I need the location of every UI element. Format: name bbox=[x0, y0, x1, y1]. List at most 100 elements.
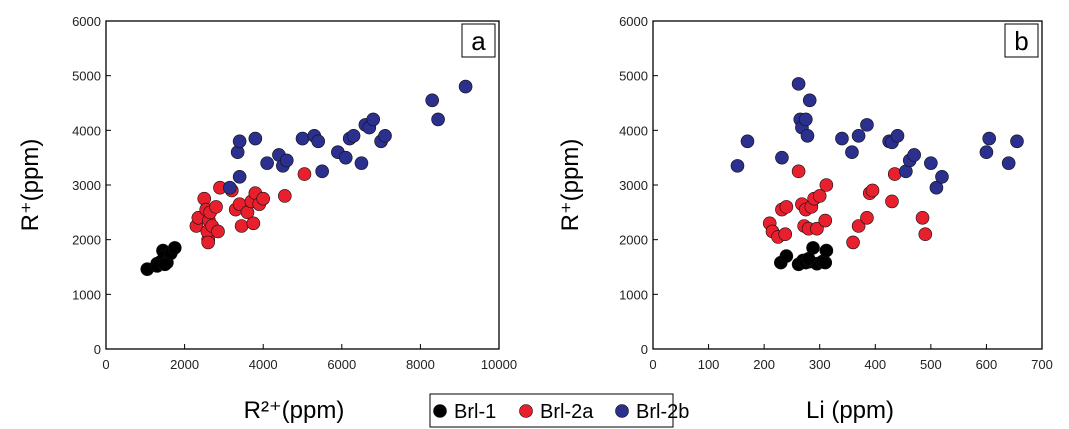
x-axis-title-a: R²⁺(ppm) bbox=[244, 397, 345, 424]
point-a-brl-2b-11 bbox=[311, 134, 326, 149]
x-tick-label-a-8000: 8000 bbox=[406, 357, 435, 372]
point-b-brl-1-9 bbox=[818, 255, 833, 270]
panel-letter-a: a bbox=[471, 26, 486, 56]
scatter-panel-b: 0 100 200 300 400 500 600 700 0 1000 2000 3000 4000… bbox=[557, 14, 1053, 424]
point-b-brl-2b-22 bbox=[982, 131, 997, 146]
x-tick-label-b-600: 600 bbox=[976, 357, 998, 372]
point-b-brl-2b-25 bbox=[799, 112, 813, 127]
point-b-brl-2a-6 bbox=[791, 164, 806, 179]
plot-frame-a bbox=[105, 20, 500, 350]
plot-frame-b bbox=[652, 20, 1043, 350]
point-a-brl-1-7 bbox=[167, 241, 182, 255]
x-tick-label-a-6000: 6000 bbox=[327, 357, 356, 372]
legend-label-brl-2a: Brl-2a bbox=[540, 401, 594, 423]
point-b-brl-2b-24 bbox=[1010, 134, 1024, 149]
x-tick-label-b-300: 300 bbox=[809, 357, 831, 372]
point-a-brl-2b-23 bbox=[425, 93, 439, 108]
y-tick-label-b-0: 0 bbox=[641, 342, 648, 357]
point-b-brl-2a-25 bbox=[918, 227, 933, 241]
point-b-brl-2b-0 bbox=[730, 159, 745, 173]
y-tick-label-a-5000: 5000 bbox=[72, 69, 101, 84]
x-tick-label-a-4000: 4000 bbox=[249, 357, 278, 372]
y-tick-label-b-6000: 6000 bbox=[619, 14, 648, 29]
marks-a bbox=[140, 79, 473, 276]
point-b-brl-2b-17 bbox=[907, 148, 921, 162]
point-b-brl-2b-21 bbox=[979, 145, 994, 159]
point-b-brl-2b-20 bbox=[935, 170, 949, 184]
panel-letter-box-b bbox=[1004, 23, 1039, 58]
point-b-brl-2a-13 bbox=[810, 221, 824, 236]
point-b-brl-2b-1 bbox=[740, 134, 755, 149]
y-ticks-b: 0 1000 2000 3000 4000 5000 6000 bbox=[619, 14, 658, 357]
point-b-brl-1-11 bbox=[801, 251, 816, 266]
x-tick-label-b-0: 0 bbox=[649, 357, 656, 372]
point-a-brl-2a-10 bbox=[211, 224, 225, 239]
x-tick-label-a-0: 0 bbox=[102, 357, 109, 372]
point-a-brl-2a-23 bbox=[297, 167, 312, 181]
point-a-brl-2b-24 bbox=[431, 112, 445, 127]
y-tick-label-b-1000: 1000 bbox=[619, 287, 648, 302]
point-a-brl-2a-15 bbox=[234, 219, 249, 233]
scatter-panel-a: 0 2000 4000 6000 8000 10000 0 1000 2000 3000 4000… bbox=[17, 14, 517, 424]
y-tick-label-a-0: 0 bbox=[94, 342, 101, 357]
point-b-brl-2a-21 bbox=[865, 183, 880, 198]
x-tick-label-a-2000: 2000 bbox=[170, 357, 199, 372]
point-a-brl-2b-22 bbox=[378, 129, 392, 143]
y-ticks-a: 0 1000 2000 3000 4000 5000 6000 bbox=[72, 14, 111, 357]
point-b-brl-1-10 bbox=[819, 243, 834, 258]
point-a-brl-2a-24 bbox=[201, 235, 215, 250]
x-tick-label-b-700: 700 bbox=[1031, 357, 1053, 372]
point-a-brl-2b-4 bbox=[248, 131, 263, 146]
point-b-brl-2a-19 bbox=[860, 211, 874, 225]
point-b-brl-2b-7 bbox=[802, 93, 817, 108]
y-tick-label-b-4000: 4000 bbox=[619, 123, 648, 138]
point-a-brl-2b-14 bbox=[338, 150, 353, 165]
point-b-brl-2b-18 bbox=[924, 156, 938, 170]
point-a-brl-2b-16 bbox=[346, 129, 361, 143]
point-b-brl-2a-16 bbox=[819, 178, 834, 192]
point-a-brl-2b-25 bbox=[458, 79, 473, 94]
x-tick-label-b-100: 100 bbox=[698, 357, 720, 372]
y-axis-title-b: R⁺(ppm) bbox=[557, 139, 584, 232]
legend-marker-brl-2b bbox=[615, 404, 629, 418]
point-a-brl-2a-18 bbox=[246, 216, 261, 231]
x-tick-label-a-10000: 10000 bbox=[481, 357, 517, 372]
legend: Brl-1 Brl-2a Brl-2b bbox=[429, 393, 689, 428]
x-tick-label-b-400: 400 bbox=[864, 357, 886, 372]
y-tick-label-a-1000: 1000 bbox=[72, 287, 101, 302]
point-b-brl-2b-3 bbox=[791, 77, 806, 91]
point-b-brl-2a-22 bbox=[885, 194, 899, 209]
point-b-brl-2b-8 bbox=[835, 131, 849, 146]
point-a-brl-2b-17 bbox=[354, 156, 369, 170]
point-b-brl-2b-23 bbox=[1001, 156, 1016, 170]
y-tick-label-a-4000: 4000 bbox=[72, 123, 101, 138]
legend-marker-brl-1 bbox=[433, 404, 447, 418]
panel-letter-b: b bbox=[1014, 26, 1028, 56]
point-b-brl-2b-14 bbox=[890, 129, 905, 143]
point-b-brl-2a-23 bbox=[887, 167, 902, 181]
point-b-brl-2b-10 bbox=[851, 129, 866, 143]
y-axis-title-a: R⁺(ppm) bbox=[17, 139, 44, 232]
legend-marker-brl-2a bbox=[519, 404, 533, 418]
point-b-brl-2a-18 bbox=[851, 219, 866, 233]
point-a-brl-2b-0 bbox=[222, 180, 237, 195]
point-a-brl-2a-22 bbox=[278, 189, 292, 203]
point-a-brl-1-9 bbox=[158, 257, 172, 272]
point-b-brl-2a-17 bbox=[846, 235, 860, 250]
y-tick-label-a-2000: 2000 bbox=[72, 233, 101, 248]
point-b-brl-2b-19 bbox=[929, 180, 944, 195]
point-a-brl-2b-3 bbox=[232, 170, 247, 184]
point-a-brl-2b-2 bbox=[232, 134, 247, 149]
point-b-brl-2a-24 bbox=[915, 211, 930, 225]
point-a-brl-2a-21 bbox=[256, 191, 271, 206]
y-tick-label-b-3000: 3000 bbox=[619, 178, 648, 193]
point-b-brl-2a-15 bbox=[818, 213, 833, 228]
point-a-brl-2b-9 bbox=[295, 131, 310, 146]
point-b-brl-2b-9 bbox=[845, 145, 859, 159]
point-b-brl-2b-11 bbox=[860, 118, 874, 132]
point-b-brl-2a-5 bbox=[779, 200, 794, 214]
y-tick-label-b-2000: 2000 bbox=[619, 233, 648, 248]
x-ticks-b: 0 100 200 300 400 500 600 700 bbox=[649, 344, 1053, 372]
point-b-brl-2b-6 bbox=[800, 129, 815, 143]
